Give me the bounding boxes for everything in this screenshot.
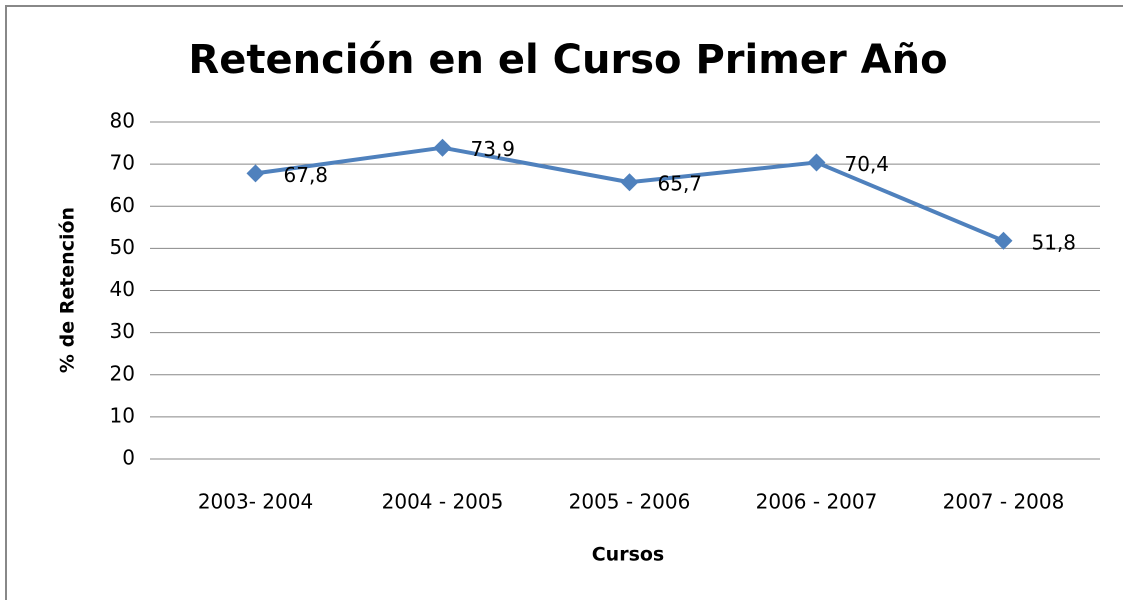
data-label: 73,9 [471,137,516,161]
x-tick-label: 2007 - 2008 [943,490,1065,514]
y-axis-title: % de Retención [57,207,79,373]
y-tick-label: 80 [110,109,135,133]
y-tick-label: 50 [110,235,135,259]
data-label: 67,8 [284,163,329,187]
y-tick-label: 0 [122,446,135,470]
marker [994,231,1013,250]
marker [807,153,826,172]
chart-border [5,5,1123,600]
data-label: 70,4 [845,152,890,176]
data-label: 51,8 [1032,230,1077,254]
y-tick-label: 20 [110,361,135,385]
y-tick-label: 30 [110,319,135,343]
data-label: 65,7 [658,172,703,196]
x-tick-label: 2006 - 2007 [756,490,878,514]
y-tick-label: 10 [110,403,135,427]
marker [433,138,452,157]
y-tick-label: 70 [110,151,135,175]
x-axis-title: Cursos [592,544,665,566]
chart-title: Retención en el Curso Primer Año [188,37,947,83]
x-tick-label: 2004 - 2005 [382,490,504,514]
marker [620,173,639,192]
y-tick-label: 40 [110,277,135,301]
x-tick-label: 2003- 2004 [198,490,313,514]
y-tick-label: 60 [110,193,135,217]
x-tick-label: 2005 - 2006 [569,490,691,514]
marker [246,164,265,183]
data-line [255,145,1005,243]
